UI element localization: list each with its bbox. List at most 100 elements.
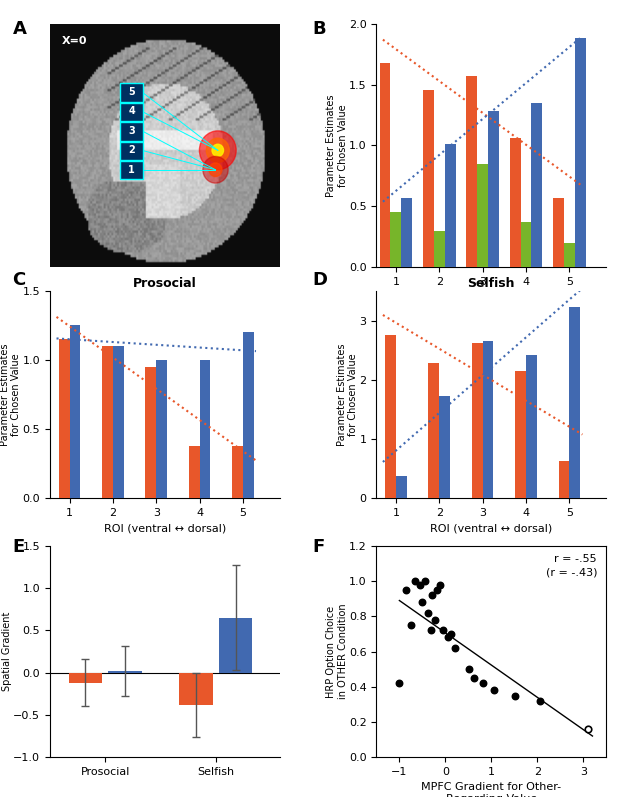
Bar: [423, 89, 434, 267]
Bar: [488, 112, 499, 267]
Bar: [515, 371, 526, 498]
Point: [464, 663, 474, 676]
Point: [583, 723, 593, 736]
Bar: [482, 341, 494, 498]
Bar: [434, 230, 445, 267]
Bar: [156, 360, 167, 498]
FancyBboxPatch shape: [120, 103, 143, 121]
Text: 3: 3: [128, 126, 135, 135]
Bar: [232, 446, 243, 498]
Text: C: C: [12, 271, 26, 289]
Text: X=0: X=0: [61, 36, 87, 46]
Point: [489, 684, 499, 697]
Point: [419, 575, 429, 587]
Point: [469, 672, 479, 685]
Circle shape: [212, 144, 224, 156]
Y-axis label: HRP Option Choice
in OTHER Condition: HRP Option Choice in OTHER Condition: [326, 604, 348, 699]
Bar: [559, 461, 569, 498]
Text: 2: 2: [128, 145, 135, 155]
Point: [430, 614, 440, 626]
X-axis label: MPFC Gradient for Other-
Regarding Value: MPFC Gradient for Other- Regarding Value: [421, 783, 561, 797]
Circle shape: [199, 131, 236, 170]
Bar: [179, 673, 213, 705]
Point: [418, 596, 428, 609]
Point: [442, 631, 452, 644]
Text: D: D: [312, 271, 328, 289]
Point: [426, 624, 436, 637]
X-axis label: ROI (ventral ↔ dorsal): ROI (ventral ↔ dorsal): [104, 524, 226, 533]
Bar: [510, 138, 521, 267]
Bar: [472, 343, 482, 498]
Bar: [59, 340, 69, 498]
Bar: [466, 77, 478, 267]
Bar: [379, 63, 391, 267]
Legend: SELF, BOTH, OTHER: SELF, BOTH, OTHER: [418, 0, 588, 4]
FancyBboxPatch shape: [120, 123, 143, 140]
Bar: [243, 332, 254, 498]
Bar: [385, 336, 396, 498]
Legend: SELF, OTHER: SELF, OTHER: [434, 591, 549, 609]
Point: [435, 579, 445, 591]
Point: [446, 627, 456, 640]
Text: r = -.55
(r = -.43): r = -.55 (r = -.43): [546, 555, 597, 578]
Y-axis label: Parameter Estimates
for Chosen Value: Parameter Estimates for Chosen Value: [336, 344, 358, 446]
Bar: [146, 367, 156, 498]
Y-axis label: Parameter Estimates
for Chosen Value: Parameter Estimates for Chosen Value: [0, 344, 21, 446]
Bar: [108, 671, 142, 673]
Text: A: A: [12, 20, 26, 38]
Text: 5: 5: [128, 87, 135, 97]
Circle shape: [206, 138, 229, 163]
Point: [510, 689, 520, 702]
Bar: [199, 360, 211, 498]
Point: [478, 677, 488, 689]
Bar: [526, 355, 537, 498]
Text: B: B: [312, 20, 326, 38]
Bar: [428, 363, 439, 498]
Point: [423, 607, 433, 619]
Point: [411, 575, 421, 587]
Bar: [445, 144, 456, 267]
Bar: [531, 103, 542, 267]
Bar: [189, 446, 199, 498]
Title: Prosocial: Prosocial: [133, 277, 197, 290]
FancyBboxPatch shape: [120, 84, 143, 102]
Point: [415, 579, 425, 591]
Text: 4: 4: [128, 107, 135, 116]
Bar: [575, 38, 586, 267]
Point: [438, 624, 448, 637]
Text: E: E: [12, 538, 25, 556]
Text: F: F: [312, 538, 325, 556]
Point: [534, 694, 544, 707]
Title: Selfish: Selfish: [468, 277, 515, 290]
Bar: [396, 476, 407, 498]
Point: [394, 677, 404, 689]
FancyBboxPatch shape: [120, 161, 143, 179]
Bar: [219, 618, 253, 673]
Bar: [569, 308, 580, 498]
Bar: [102, 346, 113, 498]
Point: [401, 583, 411, 596]
Y-axis label: Parameter Estimates
for Chosen Value: Parameter Estimates for Chosen Value: [326, 94, 348, 197]
Point: [406, 618, 416, 631]
Bar: [521, 222, 531, 267]
Bar: [553, 198, 564, 267]
Bar: [478, 163, 488, 267]
Text: 1: 1: [128, 165, 135, 175]
Legend: SELF, OTHER: SELF, OTHER: [107, 591, 222, 609]
Bar: [439, 396, 450, 498]
Point: [432, 583, 442, 596]
Bar: [401, 198, 412, 267]
Circle shape: [209, 163, 222, 177]
Point: [428, 589, 438, 602]
Bar: [69, 325, 81, 498]
Circle shape: [203, 156, 228, 183]
Bar: [564, 243, 575, 267]
X-axis label: ROI (ventral ↔ dorsal): ROI (ventral ↔ dorsal): [430, 292, 552, 302]
FancyBboxPatch shape: [120, 142, 143, 160]
Point: [451, 642, 461, 654]
Bar: [69, 673, 102, 683]
Bar: [391, 212, 401, 267]
Y-axis label: Linear Slopes of the
Spatial Gradient: Linear Slopes of the Spatial Gradient: [0, 603, 12, 701]
Bar: [113, 346, 124, 498]
X-axis label: ROI (ventral ↔ dorsal): ROI (ventral ↔ dorsal): [430, 524, 552, 533]
